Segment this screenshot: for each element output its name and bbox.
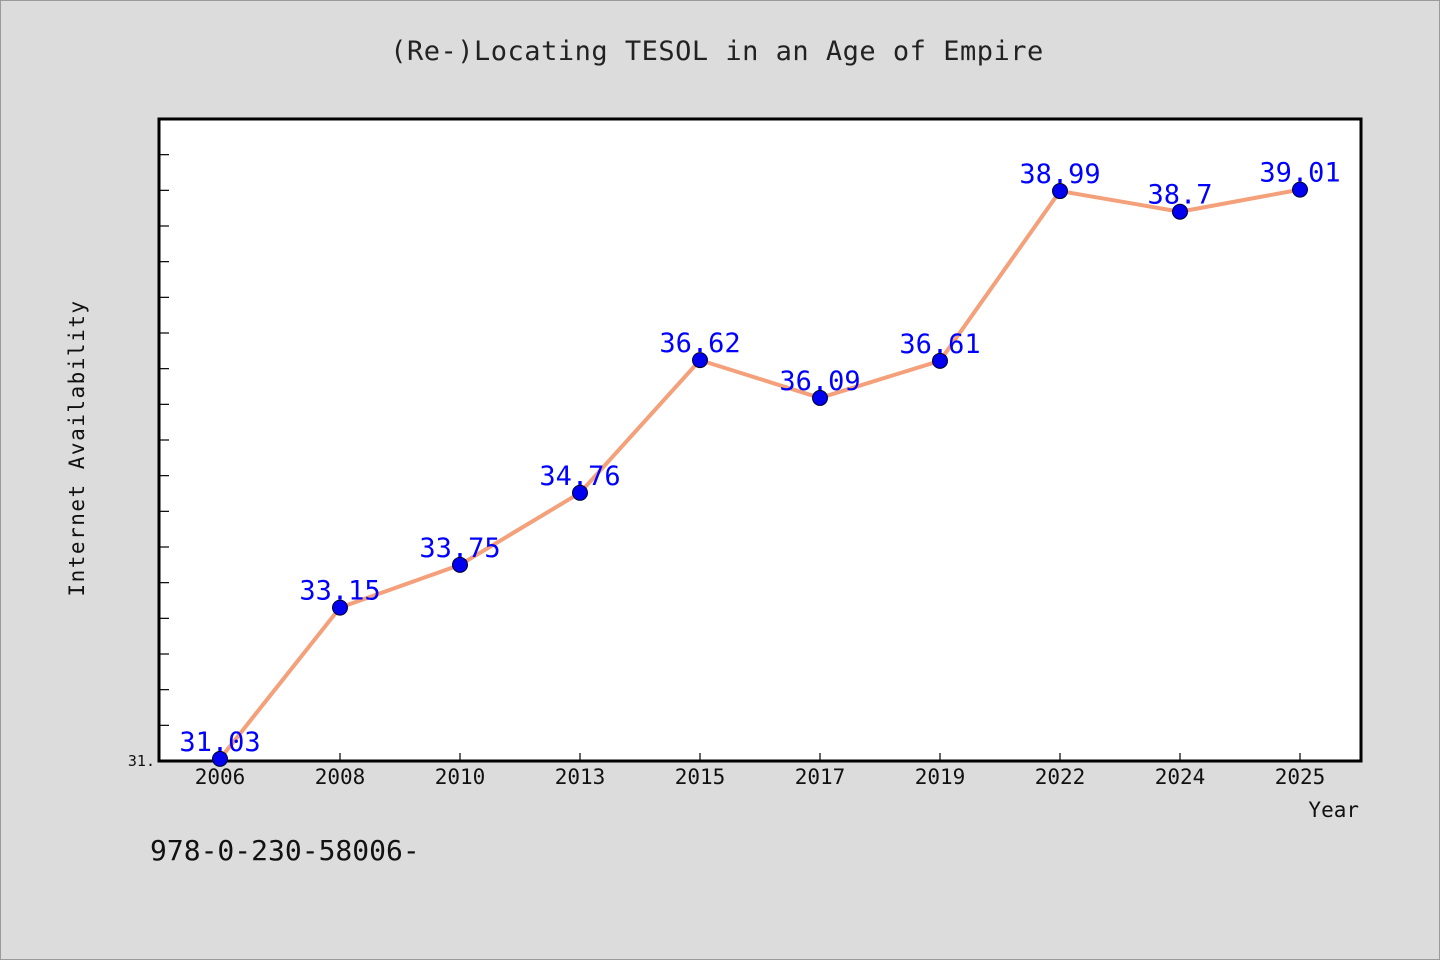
y-axis-label: Internet Availability (65, 299, 89, 596)
y-tick-label: 31. (128, 752, 155, 770)
data-label: 31.03 (179, 727, 260, 758)
data-point (572, 484, 588, 501)
x-axis-label: Year (1308, 798, 1359, 822)
data-label: 36.09 (779, 366, 860, 397)
footnote-text: 978-0-230-58006- (150, 834, 420, 867)
x-tick-label: 2006 (195, 765, 246, 789)
data-label: 33.75 (419, 533, 500, 564)
data-point (692, 352, 708, 369)
x-tick-label: 2022 (1035, 765, 1086, 789)
data-point (932, 352, 948, 369)
data-point (452, 556, 468, 573)
x-tick-label: 2024 (1155, 765, 1206, 789)
data-label: 38.7 (1147, 180, 1212, 211)
data-point (1292, 181, 1308, 198)
x-tick-label: 2019 (915, 765, 966, 789)
data-point (1172, 203, 1188, 220)
series-line (218, 187, 1301, 761)
data-point (212, 750, 228, 767)
data-label: 36.62 (659, 328, 740, 359)
data-label: 39.01 (1259, 158, 1340, 189)
x-tick-label: 2010 (435, 765, 486, 789)
data-label: 36.61 (899, 329, 980, 360)
x-tick-label: 2015 (675, 765, 726, 789)
plot-area (157, 117, 1363, 763)
data-point (812, 389, 828, 406)
x-tick-label: 2008 (315, 765, 366, 789)
data-label: 38.99 (1019, 159, 1100, 190)
data-label: 33.15 (299, 576, 380, 607)
data-point (332, 599, 348, 616)
x-tick-label: 2013 (555, 765, 606, 789)
chart-title: (Re-)Locating TESOL in an Age of Empire (390, 36, 1044, 67)
data-point (1052, 183, 1068, 200)
data-label: 34.76 (539, 461, 620, 492)
x-tick-label: 2017 (795, 765, 846, 789)
x-tick-label: 2025 (1275, 765, 1326, 789)
